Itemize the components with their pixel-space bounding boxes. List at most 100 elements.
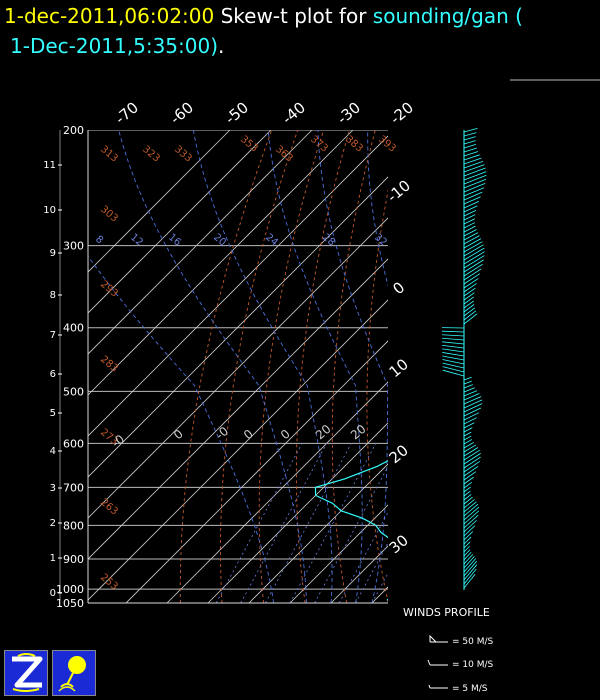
wind-barb (463, 531, 474, 541)
pressure-tick-label: 700 (63, 481, 84, 494)
dry-adiabat-line (433, 130, 472, 603)
wind-key-10-symbol (427, 659, 448, 666)
moist-adiabat-line (118, 130, 307, 603)
moist-adiabat-line (88, 255, 275, 603)
right-temperature-label: 10 (386, 355, 412, 381)
isotherm-line (88, 299, 388, 601)
wind-barb (463, 287, 476, 297)
wind-barb (463, 556, 475, 569)
z-logo-icon[interactable] (4, 650, 48, 696)
wind-barb (463, 554, 474, 565)
wind-barb (463, 568, 477, 585)
wind-barb (463, 514, 479, 529)
top-temperature-label: -20 (387, 98, 417, 128)
height-tick-label: 10 (43, 205, 56, 216)
wind-barb (463, 444, 477, 453)
wind-barb (463, 476, 474, 485)
wind-barb (442, 334, 465, 337)
wind-barb (463, 154, 480, 161)
wind-barb (463, 393, 480, 401)
right-temperature-label: 20 (386, 441, 412, 467)
mixing-ratio-line (338, 511, 388, 603)
wind-barb (463, 296, 475, 305)
pressure-tick-label: 500 (63, 385, 84, 398)
dry-adiabat-label: 313 (98, 144, 120, 165)
wind-barb (463, 151, 479, 157)
wind-barb (463, 218, 475, 225)
instrument-logo-icon[interactable] (52, 650, 96, 696)
wind-barb (463, 449, 480, 461)
wind-barb (442, 337, 465, 341)
wind-barb (463, 387, 475, 393)
moist-adiabat-line (317, 130, 388, 603)
wind-barb (463, 549, 471, 557)
wind-barb (463, 205, 478, 213)
dry-adiabat-line (331, 130, 376, 603)
wind-barb (463, 403, 483, 413)
winds-profile-panel (427, 127, 487, 689)
height-tick-label: 11 (43, 160, 56, 171)
pressure-tick-label: 900 (63, 553, 84, 566)
wind-barb (463, 574, 476, 589)
wind-barb (463, 255, 485, 269)
wind-barb (463, 466, 479, 477)
wind-barb (463, 157, 482, 165)
isotherm-line (88, 135, 388, 437)
wind-barb (463, 273, 480, 285)
wind-barb (463, 182, 486, 193)
isotherm-line (454, 130, 600, 603)
wind-barb (463, 490, 471, 497)
isotherm-line (125, 340, 388, 603)
wind-barb (463, 499, 475, 509)
wind-barb (463, 251, 485, 265)
wind-barb (463, 132, 477, 137)
wind-barb (463, 506, 480, 521)
wind-barb (463, 496, 473, 505)
wind-barb (463, 214, 476, 221)
wind-barb (463, 442, 474, 449)
wind-barb (463, 268, 482, 281)
isotherm-line (88, 176, 388, 478)
mixing-ratio-line (371, 572, 388, 603)
wind-barb (463, 564, 478, 581)
plot-frame (87, 130, 388, 604)
isotherm-line (88, 130, 272, 314)
wind-barb (463, 422, 475, 429)
wind-barb (463, 313, 478, 325)
wind-barb (442, 341, 465, 345)
wind-barb (442, 355, 465, 361)
wind-barb (442, 359, 465, 365)
wind-barb (463, 380, 472, 385)
wind-barb (463, 399, 483, 409)
wind-barb (463, 510, 480, 525)
wind-barb (463, 486, 471, 493)
wind-barb (463, 471, 477, 481)
height-tick-label: 0 (50, 588, 56, 599)
wind-barb (463, 247, 485, 261)
wind-barb (463, 283, 477, 293)
wind-key-5-symbol (428, 684, 448, 689)
title-time: 1-Dec-2011,5:35:00) (10, 34, 219, 58)
temperature-trace (397, 130, 554, 600)
dewpoint-trace (314, 460, 388, 601)
wind-barb (463, 238, 482, 249)
wind-barb (442, 352, 465, 357)
wind-barb (463, 244, 484, 257)
title-label: Skew-t plot for (220, 4, 367, 28)
dry-adiabat-label: 263 (98, 497, 120, 518)
top-temperature-label: -70 (112, 98, 142, 128)
wind-key-50-symbol (429, 634, 448, 643)
dry-adiabat-line (581, 130, 600, 603)
dry-adiabat-line (258, 130, 325, 603)
grid-lines (88, 130, 600, 603)
wind-barb (463, 187, 485, 197)
moist-adiabat-label: 0 (278, 427, 293, 443)
title-period: . (218, 34, 225, 58)
wind-barb (463, 541, 471, 549)
wind-barb (463, 292, 475, 301)
right-temperature-label: -10 (384, 176, 414, 206)
wind-barb (463, 435, 472, 441)
pressure-tick-label: 300 (63, 240, 84, 253)
pressure-tick-label: 400 (63, 322, 84, 335)
